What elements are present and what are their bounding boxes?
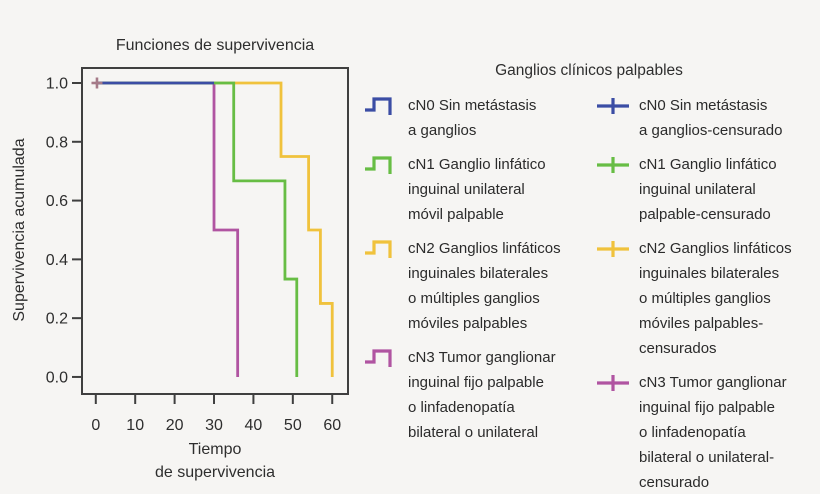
legend-item-label: cN0 Sin metástasis a ganglios: [408, 97, 537, 139]
x-tick-label: 30: [205, 417, 223, 434]
km-step-icon: [364, 239, 400, 259]
legend-item-cN3: cN3 Tumor ganglionar inguinal fijo palpa…: [364, 345, 589, 445]
legend-item-label: cN1 Ganglio linfático inguinal unilatera…: [639, 156, 777, 223]
censored-plus-icon: [595, 155, 631, 175]
legend-item-cN3-censurado: cN3 Tumor ganglionar inguinal fijo palpa…: [595, 370, 820, 494]
legend-item-cN0-censurado: cN0 Sin metástasis a ganglios-censurado: [595, 93, 820, 143]
censored-plus-icon: [595, 96, 631, 116]
legend-item-cN2: cN2 Ganglios linfáticos inguinales bilat…: [364, 236, 589, 336]
legend-column-censored: cN0 Sin metástasis a ganglios-censurado …: [589, 93, 820, 494]
y-tick-label: 0.4: [46, 252, 68, 269]
legend-item-cN0: cN0 Sin metástasis a ganglios: [364, 93, 589, 143]
legend-item-label: cN0 Sin metástasis a ganglios-censurado: [639, 97, 783, 139]
y-tick-label: 0.6: [46, 193, 68, 210]
legend-item-label: cN3 Tumor ganglionar inguinal fijo palpa…: [408, 349, 556, 441]
x-tick-label: 10: [126, 417, 144, 434]
x-tick-label: 40: [245, 417, 263, 434]
chart-title: Funciones de supervivencia: [115, 37, 315, 54]
x-axis-label: Tiempo de supervivencia: [154, 441, 276, 481]
x-tick-label: 0: [91, 417, 100, 434]
legend-item-cN1-censurado: cN1 Ganglio linfático inguinal unilatera…: [595, 152, 820, 227]
censored-plus-icon: [595, 373, 631, 393]
x-tick-label: 60: [323, 417, 341, 434]
km-step-icon: [364, 348, 400, 368]
y-tick-label: 0.2: [46, 311, 68, 328]
plot-border: [81, 67, 349, 395]
series-line-cN3: [95, 81, 240, 377]
km-step-icon: [364, 96, 400, 116]
x-tick-label: 50: [284, 417, 302, 434]
x-tick-label: 20: [166, 417, 184, 434]
km-step-icon: [364, 155, 400, 175]
legend-item-label: cN1 Ganglio linfático inguinal unilatera…: [408, 156, 546, 223]
y-tick-label: 1.0: [46, 75, 68, 92]
legend-item-label: cN2 Ganglios linfáticos inguinales bilat…: [639, 240, 792, 357]
y-tick-label: 0.8: [46, 134, 68, 151]
legend-item-cN1: cN1 Ganglio linfático inguinal unilatera…: [364, 152, 589, 227]
legend-item-label: cN2 Ganglios linfáticos inguinales bilat…: [408, 240, 561, 332]
legend-column-curves: cN0 Sin metástasis a ganglios cN1 Gangli…: [358, 93, 589, 494]
series-line-cN2: [95, 81, 334, 377]
censored-plus-icon: [595, 239, 631, 259]
legend: Ganglios clínicos palpables cN0 Sin metá…: [358, 62, 820, 494]
legend-columns: cN0 Sin metástasis a ganglios cN1 Gangli…: [358, 93, 820, 494]
legend-item-cN2-censurados: cN2 Ganglios linfáticos inguinales bilat…: [595, 236, 820, 361]
legend-title: Ganglios clínicos palpables: [495, 62, 683, 79]
y-tick-label: 0.0: [46, 369, 68, 386]
legend-item-label: cN3 Tumor ganglionar inguinal fijo palpa…: [639, 374, 787, 491]
series-line-cN1: [95, 81, 299, 377]
